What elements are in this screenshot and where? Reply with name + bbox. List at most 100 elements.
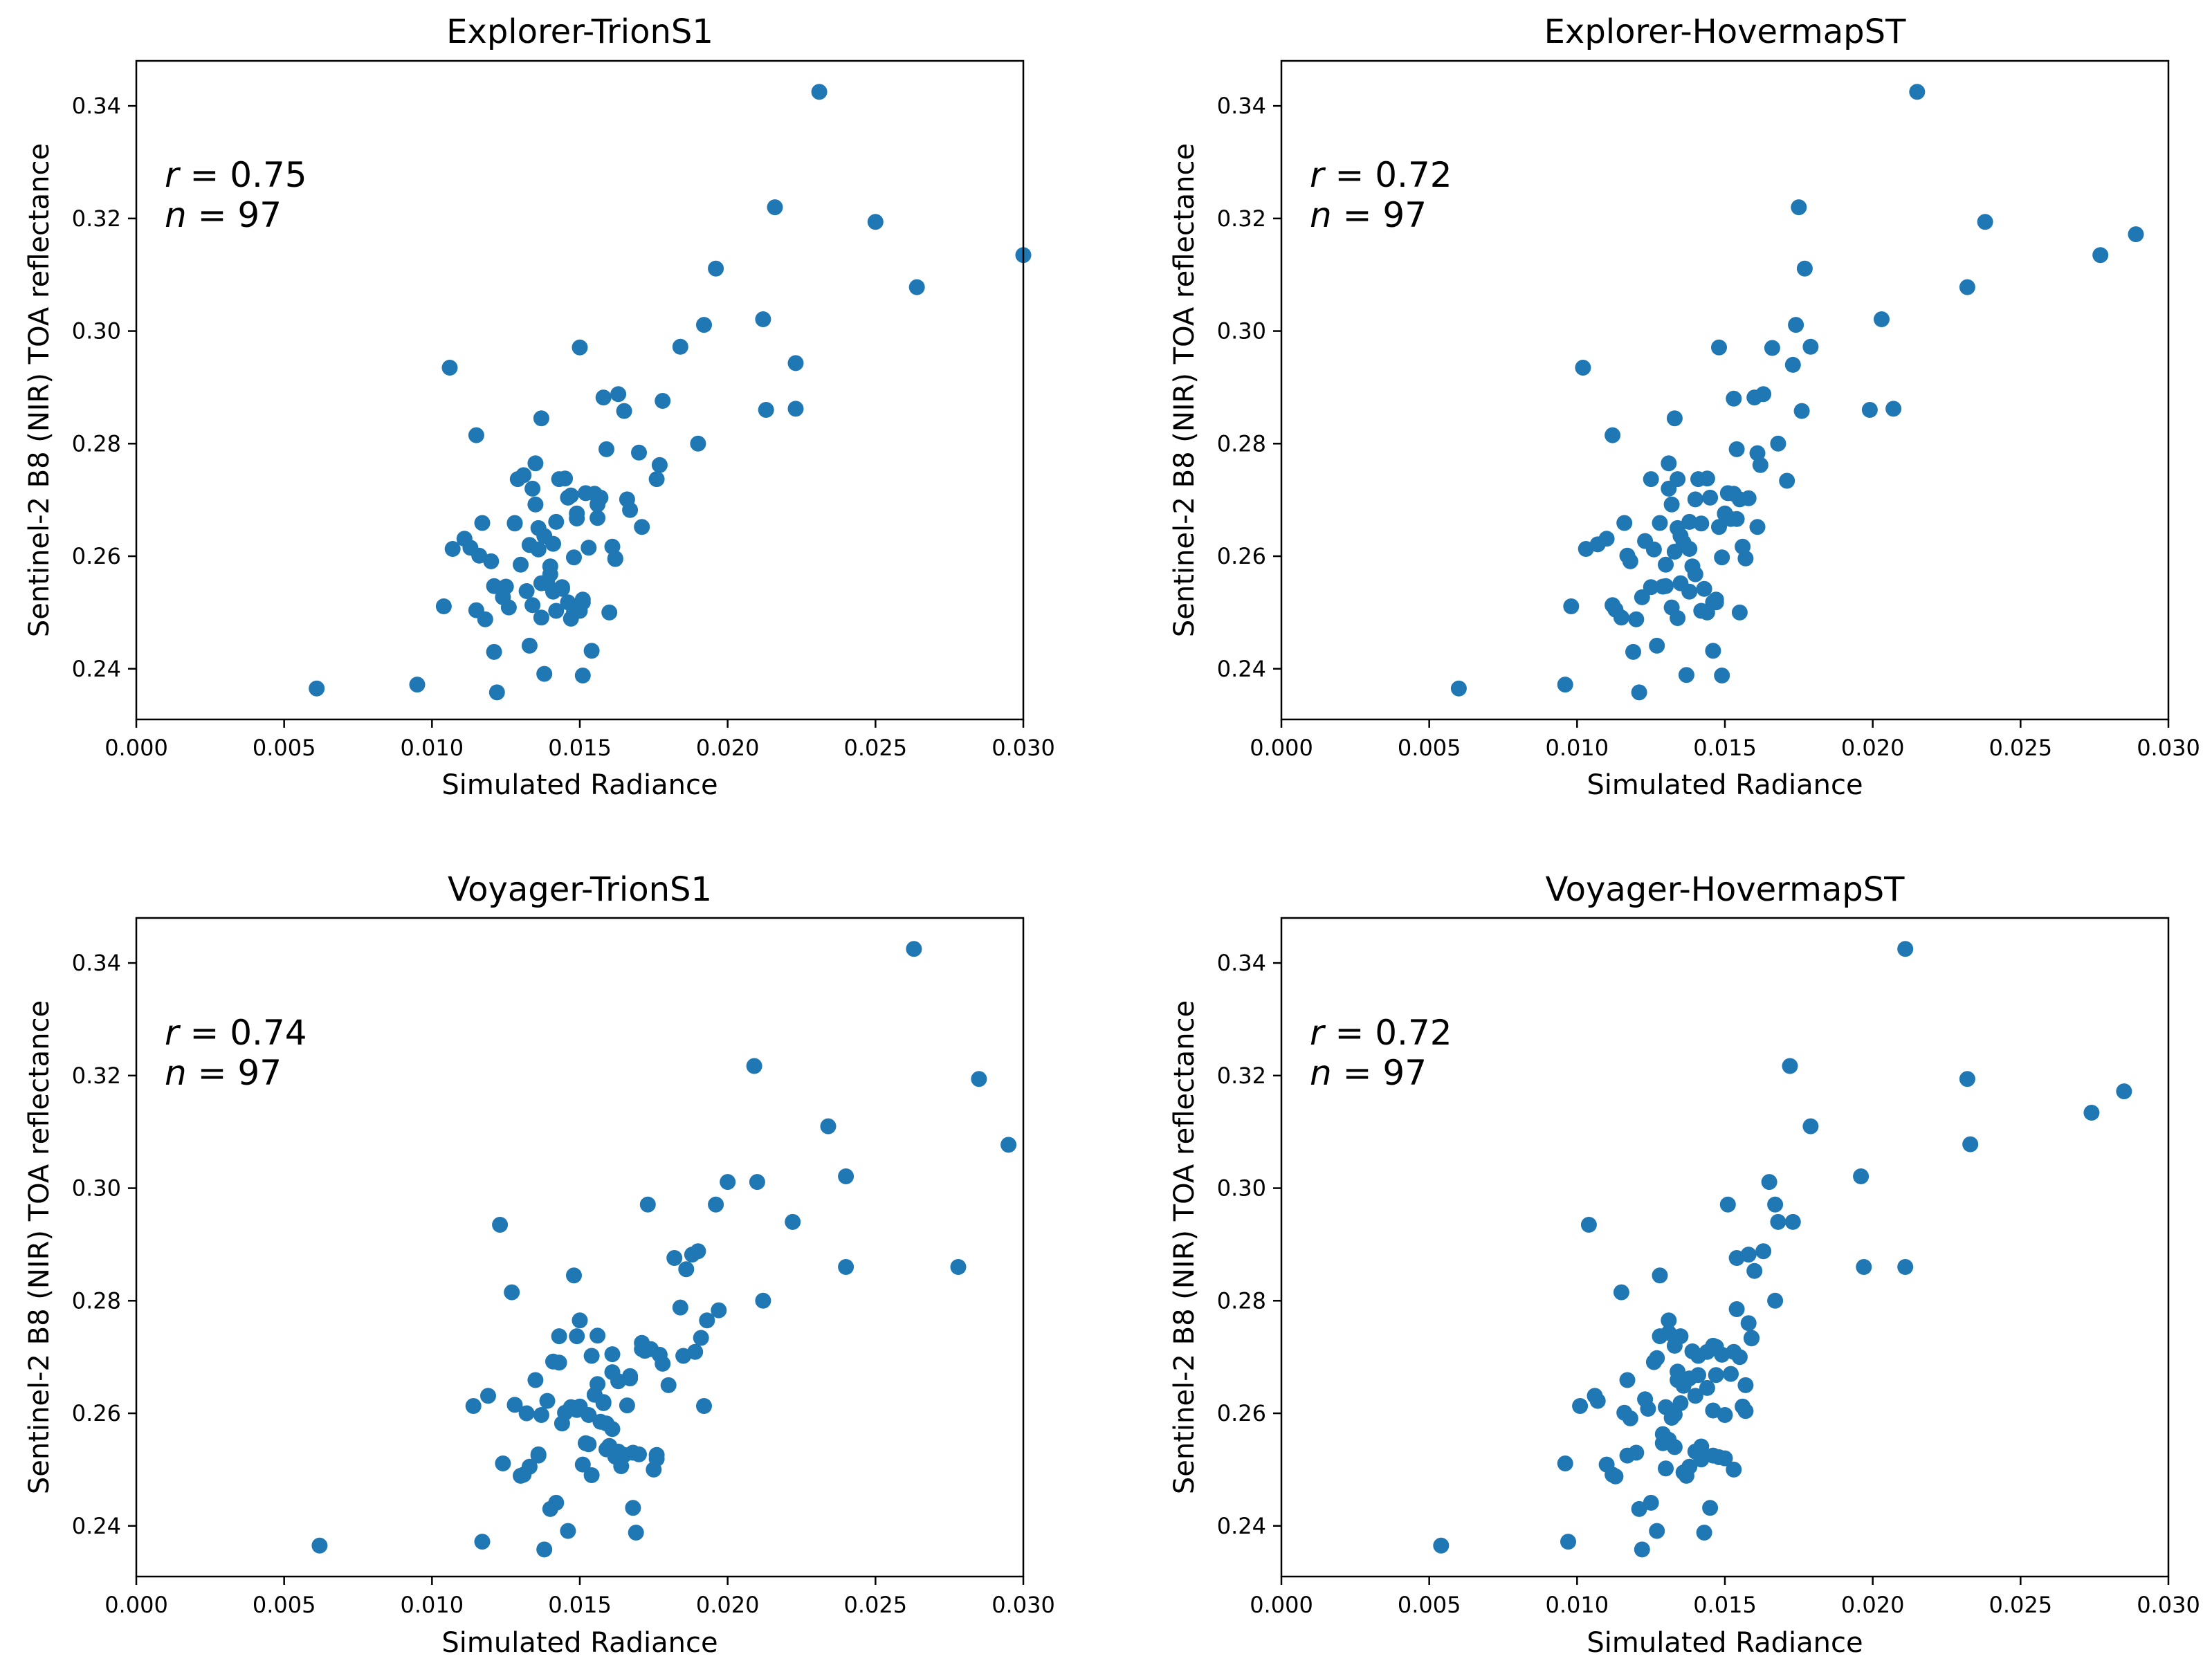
data-point	[690, 435, 706, 452]
data-point	[1678, 667, 1694, 683]
data-point	[548, 1494, 565, 1511]
data-point	[569, 1328, 585, 1345]
y-tick-label: 0.34	[72, 93, 121, 119]
data-point	[1628, 611, 1645, 627]
data-point	[1897, 1259, 1914, 1275]
data-point	[1770, 1213, 1786, 1230]
data-point	[1000, 1137, 1017, 1153]
data-point	[1560, 1534, 1576, 1550]
panel-voyager-trions1: Voyager-TrionS1 Simulated Radiance Senti…	[24, 870, 1055, 1659]
data-point	[1690, 1348, 1706, 1364]
data-point	[1802, 338, 1819, 355]
data-point	[1784, 356, 1801, 373]
data-point	[639, 1196, 656, 1213]
data-point	[666, 1250, 683, 1266]
data-point	[527, 455, 544, 472]
points-layer	[311, 941, 1017, 1558]
data-point	[699, 1312, 715, 1329]
y-axis-label: Sentinel-2 B8 (NIR) TOA reflectance	[1169, 1000, 1200, 1494]
x-axis-label: Simulated Radiance	[441, 769, 717, 801]
data-point	[551, 1354, 567, 1371]
data-point	[1714, 668, 1730, 683]
data-point	[1782, 1058, 1798, 1074]
data-point	[616, 403, 632, 419]
data-point	[572, 1312, 588, 1329]
data-point	[651, 457, 668, 473]
data-point	[785, 1213, 801, 1230]
data-point	[1897, 941, 1914, 957]
data-point	[1788, 317, 1804, 333]
y-tick-label: 0.26	[1217, 543, 1266, 569]
x-tick-label: 0.010	[401, 1592, 464, 1618]
data-point	[486, 578, 502, 594]
data-point	[767, 199, 783, 216]
n-symbol: n	[1310, 195, 1332, 235]
data-point	[1770, 435, 1786, 452]
data-point	[1605, 427, 1621, 443]
axes-frame	[1280, 59, 2170, 721]
data-point	[634, 1341, 650, 1357]
data-point	[548, 513, 565, 530]
ticks-layer: 0.000 0.005 0.010 0.015 0.020 0.025 0.030 0.24 0…	[1217, 950, 2200, 1618]
data-point	[311, 1537, 328, 1554]
r-value: = 0.74	[179, 1013, 307, 1053]
n-value: = 97	[1332, 195, 1427, 235]
data-point	[583, 1348, 600, 1364]
r-symbol: r	[1310, 1013, 1326, 1053]
data-point	[563, 487, 579, 504]
data-point	[672, 338, 688, 355]
data-point	[1702, 489, 1719, 506]
data-point	[569, 1402, 585, 1418]
data-point	[1767, 1292, 1784, 1309]
data-point	[1622, 1410, 1638, 1426]
data-point	[1737, 1403, 1754, 1419]
data-point	[787, 355, 804, 371]
data-point	[504, 1284, 520, 1301]
x-tick-label: 0.015	[548, 1592, 612, 1618]
x-tick-label: 0.000	[1250, 1592, 1313, 1618]
data-point	[1959, 1071, 1975, 1087]
y-tick-label: 0.32	[72, 205, 121, 232]
data-point	[1649, 1523, 1665, 1539]
data-point	[1658, 1460, 1674, 1477]
r-symbol: r	[165, 155, 181, 195]
data-point	[1717, 1450, 1733, 1467]
data-point	[1696, 580, 1712, 597]
data-point	[574, 668, 591, 683]
data-point	[1681, 1370, 1698, 1387]
data-point	[500, 599, 517, 616]
data-point	[622, 1368, 639, 1384]
panel-title: Explorer-HovermapST	[1544, 12, 1907, 51]
data-point	[518, 1405, 535, 1422]
data-point	[601, 604, 618, 621]
n-symbol: n	[1310, 1053, 1332, 1093]
data-point	[1731, 491, 1748, 508]
data-point	[660, 1377, 677, 1393]
data-point	[1714, 549, 1730, 566]
data-point	[2083, 1105, 2100, 1121]
data-point	[678, 1261, 695, 1278]
data-point	[581, 1436, 597, 1453]
data-point	[1746, 1262, 1763, 1279]
data-point	[1661, 1431, 1677, 1448]
data-point	[598, 1415, 614, 1432]
x-axis-label: Simulated Radiance	[1587, 769, 1863, 801]
x-tick-label: 0.015	[1693, 1592, 1757, 1618]
y-tick-label: 0.26	[72, 1400, 121, 1426]
data-point	[838, 1168, 854, 1184]
data-point	[1575, 360, 1591, 376]
data-point	[1784, 1213, 1801, 1230]
data-point	[581, 540, 597, 556]
data-point	[1670, 1363, 1686, 1380]
data-point	[950, 1259, 967, 1275]
data-point	[2128, 226, 2144, 243]
data-point	[1649, 1350, 1665, 1366]
data-point	[746, 1058, 762, 1074]
r-value: = 0.72	[1324, 1013, 1452, 1053]
x-tick-label: 0.005	[1398, 1592, 1461, 1618]
data-point	[471, 547, 488, 564]
data-point	[589, 510, 606, 526]
data-point	[566, 549, 582, 566]
data-point	[749, 1174, 765, 1191]
